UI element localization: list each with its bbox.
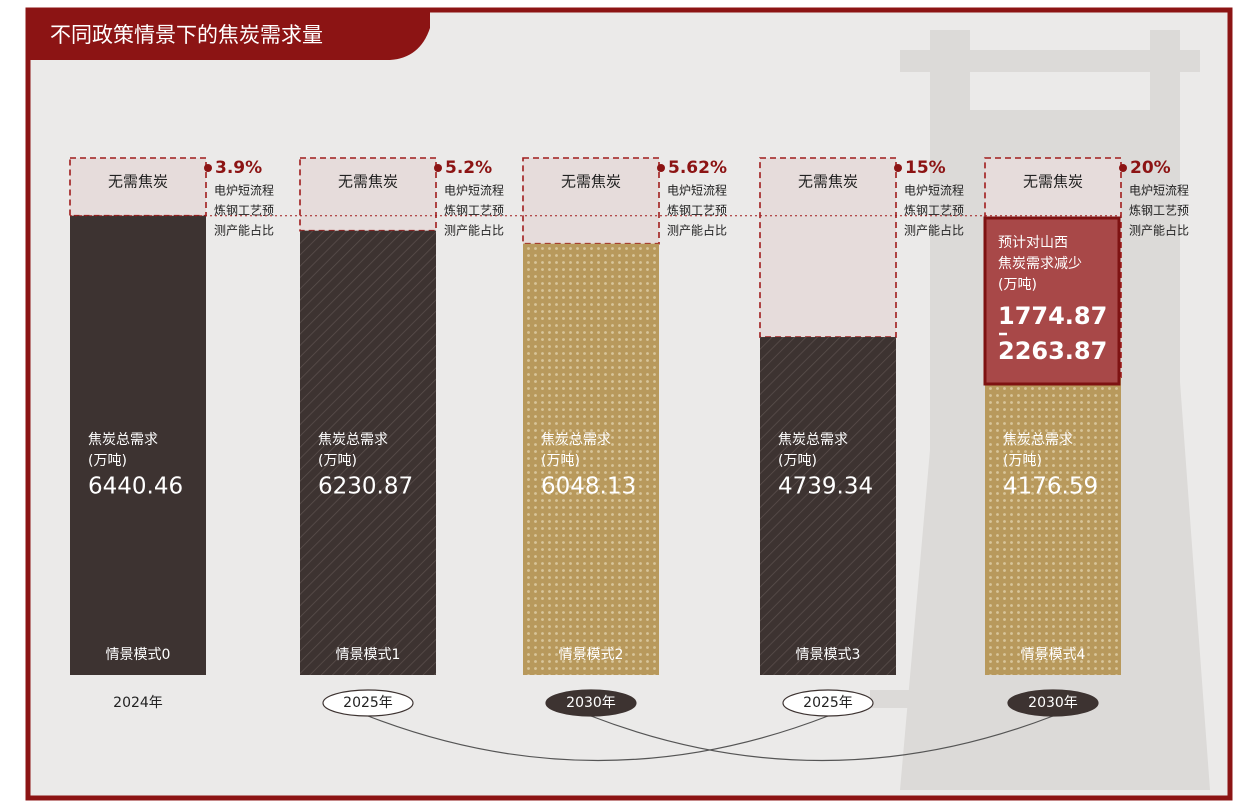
callout-box [983, 216, 1121, 386]
share-caption: 炼钢工艺预 [667, 203, 727, 218]
value-caption: 焦炭总需求 [541, 432, 611, 448]
value-caption: (万吨) [88, 453, 127, 469]
share-dot [894, 164, 902, 172]
share-caption: 电炉短流程 [444, 183, 504, 198]
share-label: 5.2% [445, 158, 492, 178]
share-caption: 电炉短流程 [1129, 183, 1189, 198]
x-tick-label: 情景模式0 [106, 647, 171, 663]
gap-box [299, 157, 437, 232]
gap-box [69, 157, 207, 217]
value-caption: (万吨) [541, 453, 580, 469]
gap-label: 无需焦炭 [561, 173, 621, 191]
value-label: 6440.46 [88, 474, 183, 500]
value-caption: (万吨) [778, 453, 817, 469]
share-caption: 测产能占比 [904, 223, 964, 238]
year-badge [1007, 689, 1099, 717]
value-caption: 焦炭总需求 [88, 432, 158, 448]
share-dot [204, 164, 212, 172]
share-caption: 测产能占比 [444, 223, 504, 238]
share-label: 3.9% [215, 158, 262, 178]
share-label: 20% [1130, 158, 1171, 178]
year-label: 2025年 [803, 695, 853, 711]
value-caption: 焦炭总需求 [318, 432, 388, 448]
callout-value: 1774.87 [998, 302, 1107, 330]
year-badge [782, 689, 874, 717]
year-label: 2025年 [343, 695, 393, 711]
share-label: 5.62% [668, 158, 727, 178]
bar [523, 243, 659, 676]
title-tab [28, 10, 430, 60]
bar [300, 230, 436, 676]
x-tick-label: 情景模式3 [796, 647, 861, 663]
connector [590, 715, 1054, 762]
value-label: 4176.59 [1003, 474, 1098, 500]
share-caption: 炼钢工艺预 [1129, 203, 1189, 218]
share-caption: 电炉短流程 [214, 183, 274, 198]
gap-box [522, 157, 660, 245]
share-caption: 电炉短流程 [904, 183, 964, 198]
value-label: 4739.34 [778, 474, 873, 500]
bar [70, 215, 206, 675]
share-caption: 测产能占比 [667, 223, 727, 238]
callout-caption: (万吨) [998, 277, 1037, 293]
value-caption: 焦炭总需求 [1003, 432, 1073, 448]
value-label: 6230.87 [318, 474, 413, 500]
connector [367, 715, 829, 762]
callout-value: 2263.87 [998, 337, 1107, 365]
bar [985, 377, 1121, 675]
share-caption: 电炉短流程 [667, 183, 727, 198]
share-caption: 测产能占比 [1129, 223, 1189, 238]
share-caption: 测产能占比 [214, 223, 274, 238]
callout-caption: 预计对山西 [998, 235, 1068, 251]
bar [760, 337, 896, 675]
x-tick-label: 情景模式4 [1021, 647, 1086, 663]
year-badge [545, 689, 637, 717]
gap-label: 无需焦炭 [338, 173, 398, 191]
gap-label: 无需焦炭 [108, 173, 168, 191]
share-caption: 炼钢工艺预 [444, 203, 504, 218]
callout-caption: 焦炭需求减少 [998, 256, 1082, 272]
share-label: 15% [905, 158, 946, 178]
year-label: 2030年 [566, 695, 616, 711]
share-dot [1119, 164, 1127, 172]
year-label: 2024年 [113, 695, 163, 711]
share-dot [657, 164, 665, 172]
year-badge [322, 689, 414, 717]
x-tick-label: 情景模式2 [559, 647, 624, 663]
value-label: 6048.13 [541, 474, 636, 500]
year-label: 2030年 [1028, 695, 1078, 711]
value-caption: 焦炭总需求 [778, 432, 848, 448]
chart-title: 不同政策情景下的焦炭需求量 [50, 23, 323, 47]
x-tick-label: 情景模式1 [336, 647, 401, 663]
share-caption: 炼钢工艺预 [214, 203, 274, 218]
gap-label: 无需焦炭 [798, 173, 858, 191]
share-caption: 炼钢工艺预 [904, 203, 964, 218]
gap-box [759, 157, 897, 338]
share-dot [434, 164, 442, 172]
value-caption: (万吨) [318, 453, 357, 469]
value-caption: (万吨) [1003, 453, 1042, 469]
background-silhouette [870, 30, 1210, 790]
gap-label: 无需焦炭 [1023, 173, 1083, 191]
